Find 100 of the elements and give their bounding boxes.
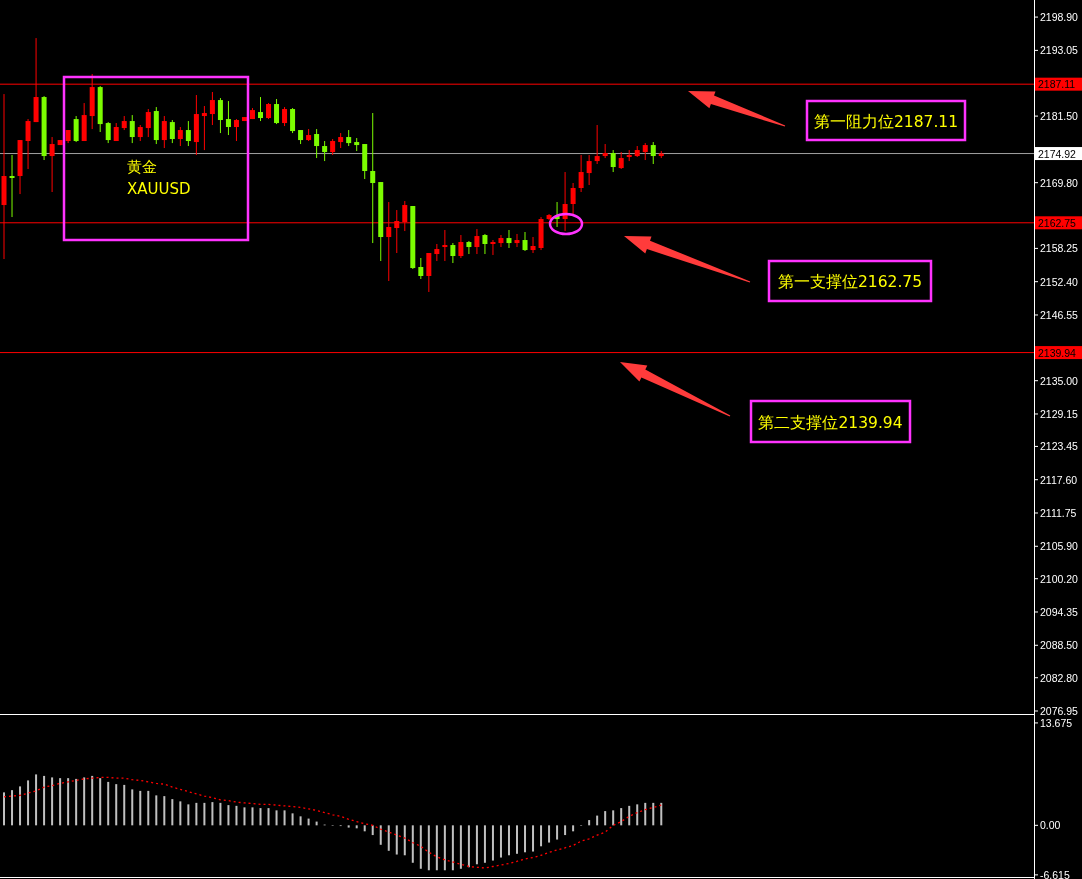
- candlestick: [442, 229, 448, 262]
- bar: [99, 778, 102, 826]
- bar: [259, 808, 262, 826]
- ref-line-label: 2174.92: [1038, 147, 1077, 160]
- y-tick-label: 2146.55: [1040, 308, 1079, 321]
- bar: [596, 815, 599, 826]
- bar: [267, 808, 270, 826]
- candlestick: [474, 228, 480, 255]
- y-tick-label: 2123.45: [1040, 440, 1079, 453]
- candlestick: [49, 136, 55, 193]
- y-tick-label: 2094.35: [1040, 606, 1079, 618]
- candlestick: [73, 115, 79, 143]
- bar: [644, 802, 647, 826]
- bar: [636, 804, 639, 826]
- bar: [179, 801, 182, 826]
- bar: [540, 825, 543, 847]
- bar: [163, 796, 166, 826]
- candlestick: [225, 100, 231, 136]
- bar: [51, 777, 54, 826]
- bar: [107, 781, 110, 826]
- bar: [155, 795, 158, 826]
- candlestick: [530, 236, 536, 254]
- candlestick: [466, 240, 472, 255]
- bar: [411, 825, 414, 863]
- bar: [243, 807, 246, 826]
- y-tick-label: 2105.90: [1040, 540, 1079, 553]
- candlestick: [490, 239, 496, 256]
- candlestick: [578, 154, 584, 193]
- candlestick: [450, 242, 456, 264]
- annotation: XAUUSD: [127, 180, 191, 198]
- bar: [612, 810, 615, 826]
- candlestick: [290, 107, 296, 134]
- bar: [395, 825, 398, 855]
- bar: [3, 792, 6, 826]
- y-tick-label: 13.675: [1040, 716, 1073, 729]
- candlestick: [129, 114, 135, 144]
- bar: [59, 778, 62, 826]
- candlestick: [169, 119, 175, 144]
- y-tick-label: 2100.20: [1040, 572, 1079, 585]
- y-tick-label: 2198.90: [1040, 11, 1079, 24]
- bar: [427, 825, 430, 871]
- candlestick: [586, 154, 592, 186]
- ref-line-label: 2162.75: [1038, 216, 1077, 229]
- annotation: 黄金: [127, 158, 157, 176]
- bar: [19, 786, 22, 826]
- y-tick-label: 0.00: [1040, 819, 1061, 832]
- bar: [524, 825, 527, 853]
- bar: [507, 825, 510, 856]
- candlestick: [458, 234, 464, 259]
- y-tick-label: 2158.25: [1040, 242, 1079, 255]
- bar: [483, 825, 486, 863]
- bar: [604, 811, 607, 826]
- y-tick-label: 2117.60: [1040, 473, 1078, 486]
- bar: [660, 802, 663, 826]
- bar: [467, 825, 470, 868]
- candlestick: [177, 126, 183, 147]
- y-tick-label: -6.615: [1040, 868, 1070, 879]
- bar: [435, 825, 438, 871]
- candlestick: [314, 128, 320, 159]
- bar: [171, 799, 174, 826]
- bar: [355, 825, 358, 829]
- candlestick: [145, 108, 151, 138]
- candlestick: [370, 112, 376, 244]
- candlestick: [209, 91, 215, 126]
- bar: [532, 825, 535, 852]
- bar: [211, 802, 214, 826]
- bar: [628, 805, 631, 826]
- bar: [27, 780, 30, 826]
- y-tick-label: 2135.00: [1040, 374, 1079, 387]
- bar: [11, 790, 14, 826]
- bar: [387, 825, 390, 851]
- y-tick-label: 2193.05: [1040, 44, 1079, 57]
- bar: [548, 825, 551, 843]
- y-tick-label: 2181.50: [1040, 110, 1079, 123]
- bar: [139, 790, 142, 826]
- bar: [299, 816, 302, 826]
- y-tick-label: 2111.75: [1040, 506, 1077, 519]
- bar: [123, 784, 126, 826]
- bar: [620, 808, 623, 826]
- candlestick: [650, 141, 656, 165]
- candlestick: [201, 105, 207, 151]
- bar: [588, 820, 591, 826]
- ref-line-label: 2139.94: [1038, 346, 1077, 359]
- candlestick: [426, 252, 432, 293]
- bar: [147, 790, 150, 826]
- candlestick: [282, 106, 288, 127]
- candlestick: [322, 140, 328, 162]
- bar: [43, 775, 46, 826]
- bar: [491, 825, 494, 861]
- candlestick: [25, 118, 31, 170]
- y-tick-label: 2169.80: [1040, 176, 1079, 189]
- bar: [451, 825, 454, 871]
- bar: [347, 825, 350, 828]
- bar: [91, 775, 94, 826]
- candlestick: [610, 149, 616, 173]
- bar: [251, 807, 254, 826]
- y-tick-label: 2129.15: [1040, 407, 1079, 420]
- bar: [187, 804, 190, 826]
- bar: [275, 810, 278, 826]
- candlestick: [9, 154, 15, 218]
